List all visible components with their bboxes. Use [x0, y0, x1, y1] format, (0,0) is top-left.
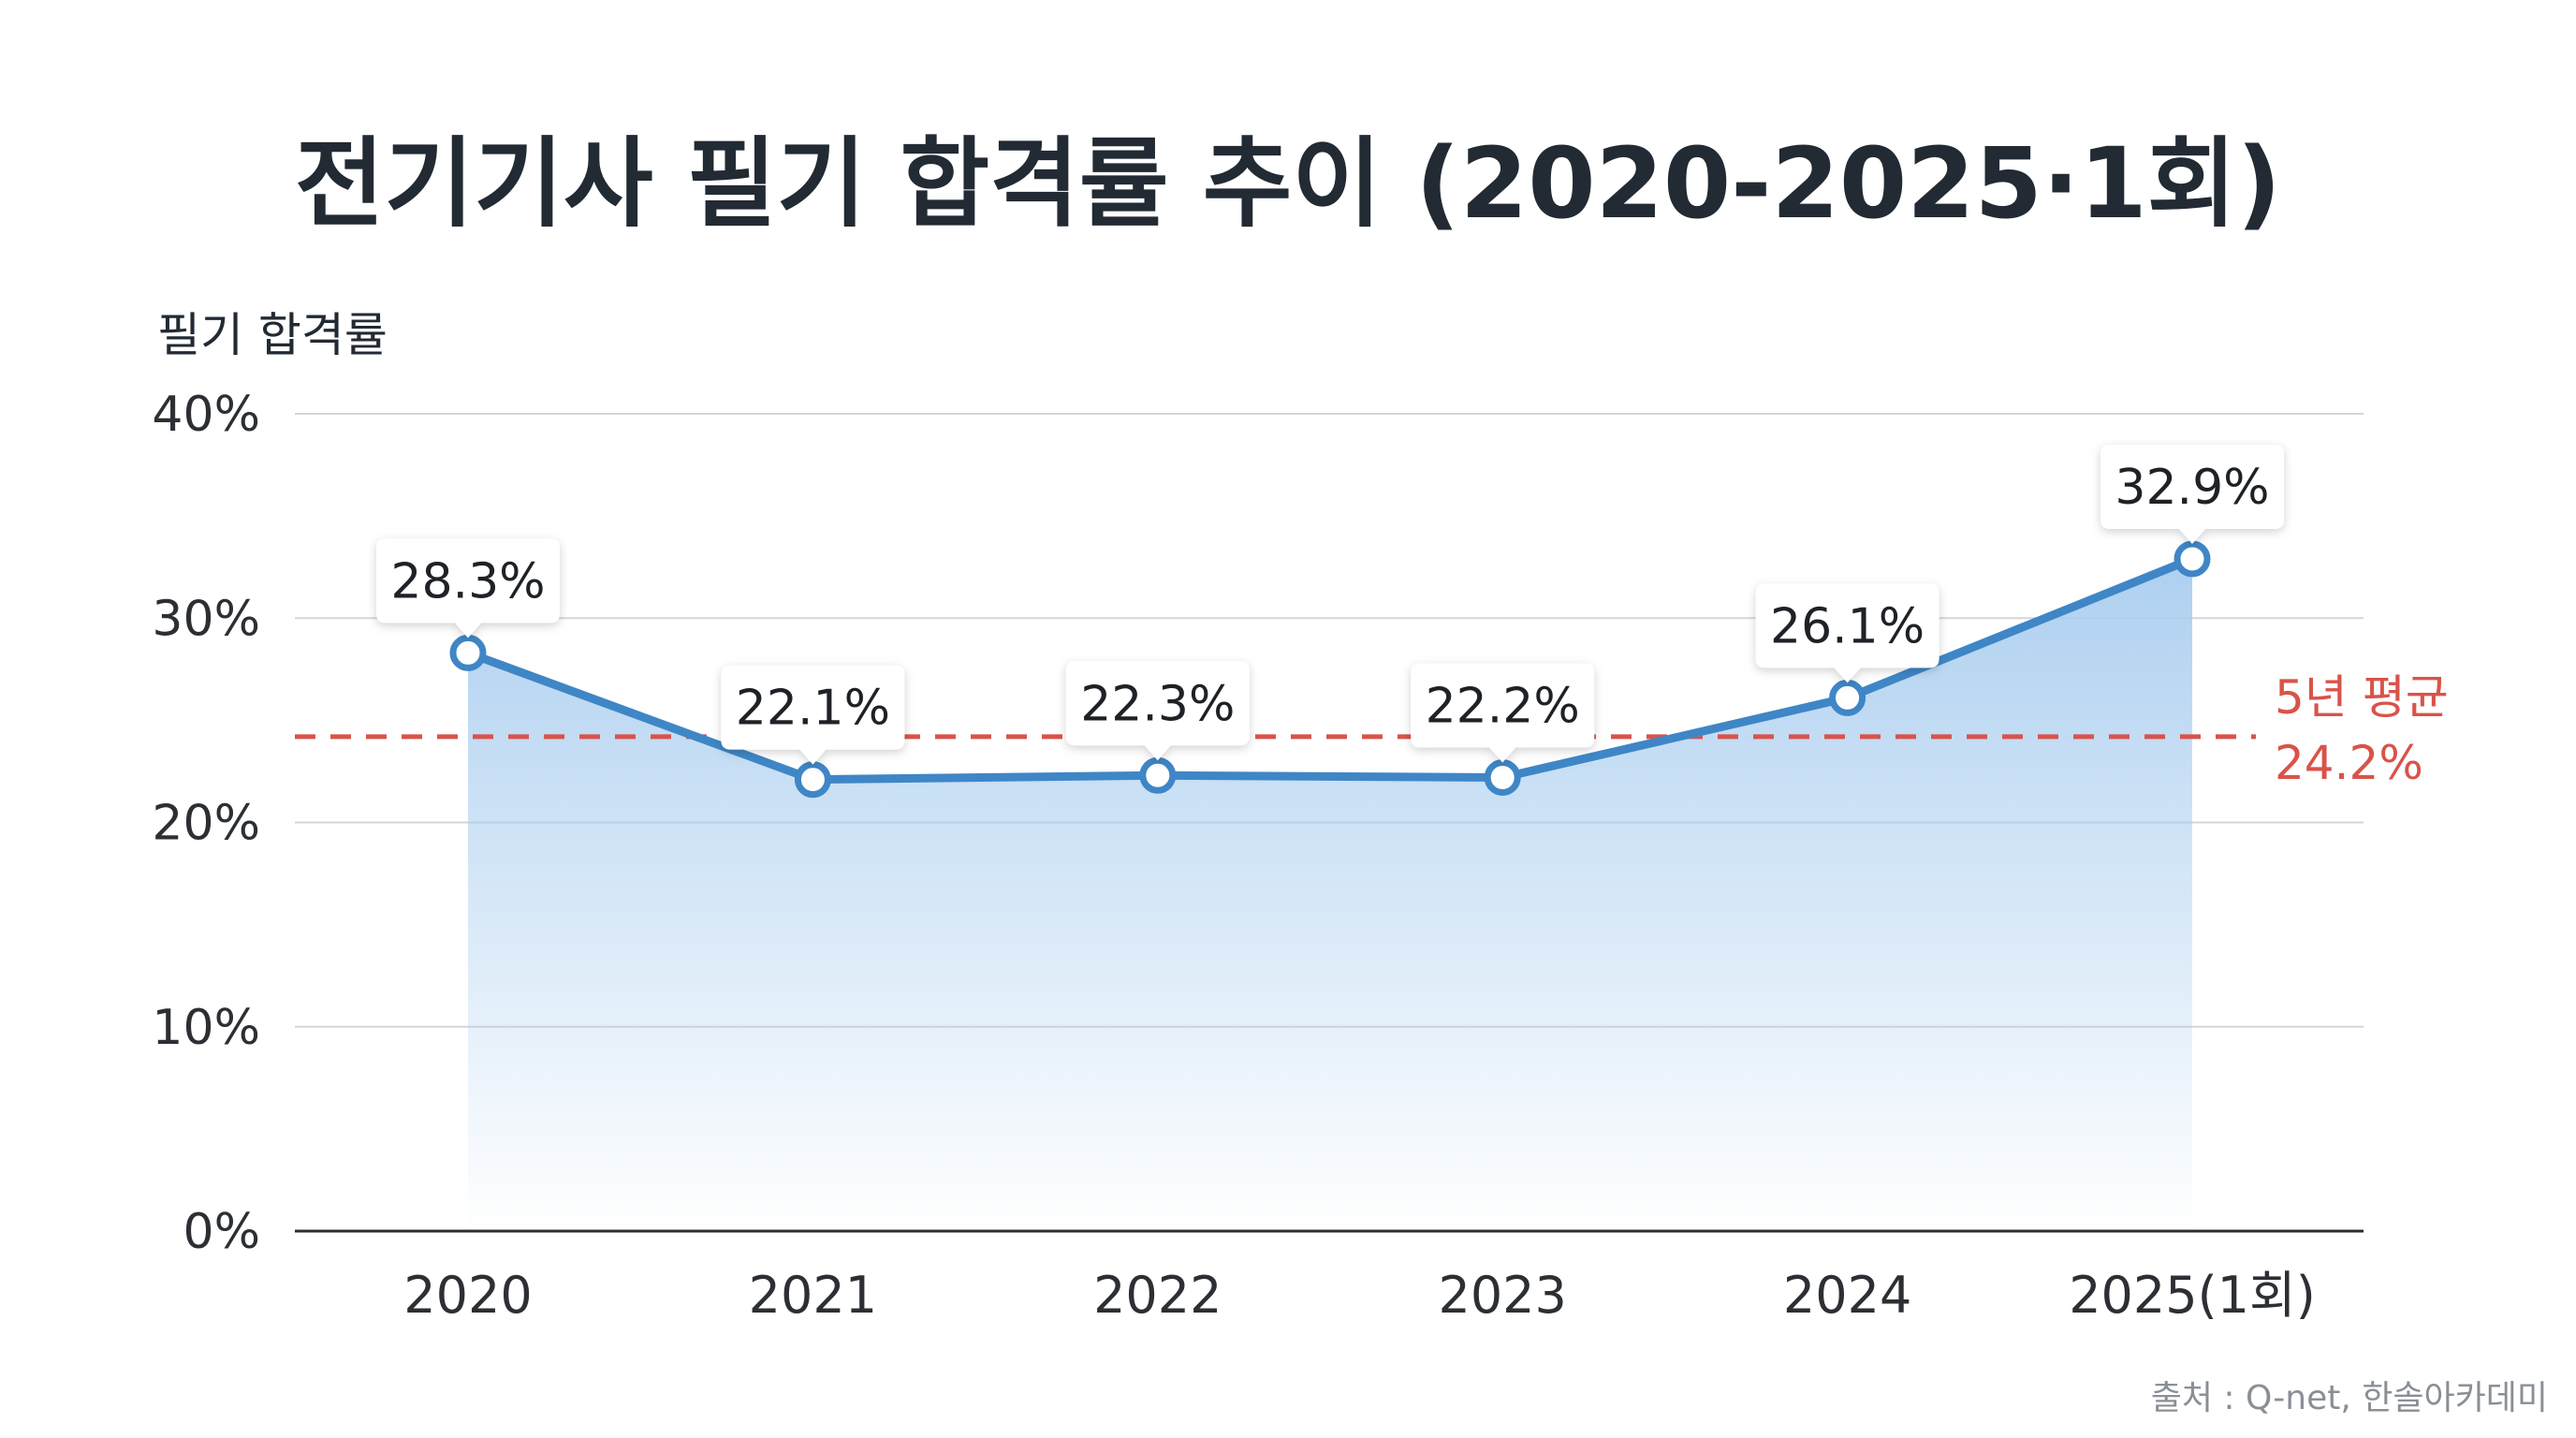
- y-axis-label: 필기 합격률: [157, 308, 388, 362]
- data-label-box: [721, 665, 905, 765]
- average-label: 5년 평균: [2275, 670, 2449, 725]
- y-tick-label: 40%: [152, 387, 260, 443]
- y-tick-label: 0%: [183, 1204, 261, 1260]
- x-tick-label: 2022: [1093, 1266, 1222, 1325]
- y-tick-label: 20%: [152, 796, 260, 852]
- data-point: [1829, 679, 1866, 716]
- y-tick-label: 10%: [152, 1000, 260, 1056]
- data-label-callout: [376, 538, 560, 638]
- data-label: 26.1%: [1770, 598, 1925, 654]
- average-line: 5년 평균 24.2%: [295, 670, 2449, 790]
- area-fill: [468, 558, 2192, 1231]
- data-label-box: [2100, 444, 2284, 544]
- x-tick-labels: 2020 2021 2022 2023 2024 2025(1회): [403, 1266, 2316, 1325]
- data-labels: 28.3% 22.1% 22.3% 22.2% 26.1% 32.9%: [376, 444, 2284, 765]
- data-label-box: [376, 538, 560, 638]
- data-label-box: [1755, 583, 1939, 683]
- data-label-callout: [1755, 583, 1939, 683]
- data-point: [1484, 758, 1521, 796]
- data-label-callout: [1065, 661, 1250, 761]
- data-label: 28.3%: [390, 553, 545, 609]
- x-tick-label: 2025(1회): [2069, 1266, 2316, 1325]
- x-tick-label: 2024: [1783, 1266, 1911, 1325]
- x-tick-label: 2020: [403, 1266, 532, 1325]
- data-point: [449, 634, 487, 671]
- x-tick-label: 2023: [1438, 1266, 1566, 1325]
- data-label-callout: [1411, 663, 1595, 763]
- series-polyline: [463, 554, 2197, 785]
- data-label-callout: [721, 665, 905, 765]
- data-label: 22.3%: [1080, 676, 1235, 732]
- y-tick-labels: 0% 10% 20% 30% 40%: [152, 387, 260, 1260]
- data-label-callout: [2100, 444, 2284, 544]
- data-points: [449, 540, 2211, 799]
- data-label: 22.2%: [1426, 678, 1580, 734]
- data-point: [794, 761, 831, 799]
- y-tick-label: 30%: [152, 591, 260, 647]
- x-tick-label: 2021: [749, 1266, 877, 1325]
- area-shape: [468, 558, 2192, 1231]
- chart-title: 전기기사 필기 합격률 추이 (2020-2025·1회): [295, 126, 2281, 241]
- series-line: [463, 554, 2197, 785]
- data-label-box: [1411, 663, 1595, 763]
- data-label: 32.9%: [2115, 460, 2269, 516]
- data-label-box: [1065, 661, 1250, 761]
- data-label: 22.1%: [736, 681, 890, 737]
- average-value: 24.2%: [2275, 736, 2423, 790]
- data-point: [2174, 540, 2211, 578]
- data-point: [1139, 756, 1177, 794]
- source-note: 출처 : Q-net, 한솔아카데미: [2151, 1379, 2548, 1417]
